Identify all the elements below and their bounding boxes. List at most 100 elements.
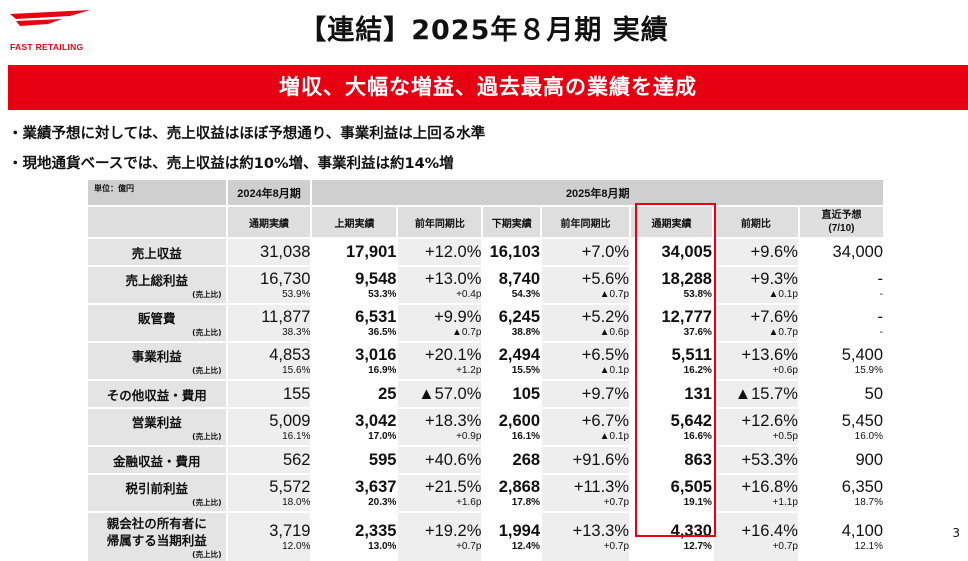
col-header: 通期実績 bbox=[629, 205, 712, 237]
cell-ratio: 53.9% bbox=[282, 289, 311, 300]
cell-value: +20.1% bbox=[424, 346, 482, 364]
ratio-label: (売上比) bbox=[192, 549, 222, 559]
table-row: 事業利益 (売上比) 4,853 15.6% 3,016 16.9% +20.1% +1.2p… bbox=[88, 341, 883, 379]
table-cell: 2,600 16.1% bbox=[481, 407, 541, 445]
cell-value: 5,400 bbox=[841, 346, 883, 364]
cell-ratio: +0.7p bbox=[603, 497, 630, 508]
table-cell: +6.5% ▲0.1p bbox=[540, 341, 630, 379]
cell-value: +18.3% bbox=[424, 412, 482, 430]
cell-ratio: 37.6% bbox=[683, 327, 712, 338]
row-label-text: 税引前利益 bbox=[125, 481, 189, 496]
ratio-label: (売上比) bbox=[192, 290, 222, 299]
cell-value: 4,330 bbox=[670, 522, 712, 540]
forecast-date: (7/10) bbox=[828, 223, 855, 234]
cell-ratio: +1.6p bbox=[456, 497, 482, 508]
cell-value: +21.5% bbox=[424, 478, 482, 496]
table-cell: 4,100 12.1% bbox=[797, 511, 883, 561]
unit-label: 単位：億円 bbox=[88, 180, 226, 205]
cell-ratio: ▲0.6p bbox=[599, 327, 630, 338]
cell-ratio: ▲0.7p bbox=[452, 327, 482, 338]
table-row: 親会社の所有者に 帰属する当期利益 (売上比) 3,719 12.0% 2,335 13.0… bbox=[88, 511, 883, 561]
table-cell: 34,000 bbox=[797, 237, 883, 265]
cell-value: 5,009 bbox=[269, 412, 311, 430]
table-row: 税引前利益 (売上比) 5,572 18.0% 3,637 20.3% +21.5% +1.6… bbox=[88, 473, 883, 511]
cell-ratio: +0.7p bbox=[772, 541, 798, 552]
table-cell: +91.6% bbox=[540, 445, 630, 473]
cell-ratio: +0.5p bbox=[772, 431, 798, 442]
cell-ratio: 16.0% bbox=[854, 431, 883, 442]
table-cell: +12.0% bbox=[396, 237, 482, 265]
table-row: 金融収益・費用 562 595 +40.6% 268 +91.6% 863 +53.3% 900 bbox=[88, 445, 883, 473]
col-header: 前年同期比 bbox=[540, 205, 630, 237]
table-cell: 2,335 13.0% bbox=[310, 511, 397, 561]
row-label-text: 売上収益 bbox=[131, 245, 182, 261]
cell-value: 6,505 bbox=[670, 478, 712, 496]
cell-ratio: 16.2% bbox=[683, 365, 712, 376]
table-cell: 5,450 16.0% bbox=[797, 407, 883, 445]
header-prev-year: 2024年8月期 bbox=[225, 180, 311, 205]
cell-value: - bbox=[877, 270, 884, 288]
cell-value: 562 bbox=[282, 451, 311, 469]
cell-value: 2,868 bbox=[498, 478, 541, 496]
ratio-label: (売上比) bbox=[192, 498, 222, 507]
table-cell: 17,901 bbox=[310, 237, 397, 265]
cell-ratio: 13.0% bbox=[368, 541, 397, 552]
cell-value: 34,005 bbox=[661, 243, 712, 261]
row-label: 金融収益・費用 bbox=[88, 445, 226, 473]
row-label-text: 金融収益・費用 bbox=[113, 453, 201, 469]
table-cell: 5,572 18.0% bbox=[225, 473, 311, 511]
cell-value: +7.6% bbox=[750, 308, 798, 326]
cell-value: 3,719 bbox=[269, 522, 311, 540]
bullet-point: ・業績予想に対しては、売上収益はほぼ予想通り、事業利益は上回る水準 bbox=[8, 126, 486, 142]
headline-banner: 増収、大幅な増益、過去最高の業績を達成 bbox=[8, 65, 968, 110]
cell-ratio: 53.3% bbox=[368, 289, 397, 300]
table-cell: +40.6% bbox=[396, 445, 482, 473]
cell-value: +12.0% bbox=[424, 243, 482, 261]
table-cell: 3,016 16.9% bbox=[310, 341, 397, 379]
cell-ratio: ▲0.7p bbox=[599, 289, 630, 300]
table-cell: 562 bbox=[225, 445, 311, 473]
cell-ratio: +0.7p bbox=[603, 541, 630, 552]
cell-value: 900 bbox=[855, 451, 883, 469]
cell-value: 155 bbox=[282, 385, 311, 403]
table-row: その他収益・費用 155 25 ▲57.0% 105 +9.7% 131 ▲15.7% 50 bbox=[88, 379, 883, 407]
cell-ratio: ▲0.1p bbox=[599, 431, 630, 442]
logo-text: FAST RETAILING bbox=[10, 42, 84, 52]
table-cell: 34,005 bbox=[629, 237, 712, 265]
cell-value: 2,600 bbox=[498, 412, 541, 430]
cell-value: ▲15.7% bbox=[734, 385, 798, 403]
header-blank bbox=[88, 205, 226, 237]
cell-value: +13.3% bbox=[572, 522, 630, 540]
cell-value: 6,245 bbox=[498, 308, 541, 326]
cell-ratio: 12.1% bbox=[854, 541, 883, 552]
cell-value: 6,350 bbox=[841, 478, 883, 496]
cell-ratio: 54.3% bbox=[511, 289, 541, 300]
cell-ratio: 17.0% bbox=[368, 431, 397, 442]
cell-value: +5.6% bbox=[581, 270, 630, 288]
cell-ratio: 53.8% bbox=[683, 289, 712, 300]
cell-value: ▲57.0% bbox=[418, 385, 482, 403]
table-cell: +7.6% ▲0.7p bbox=[711, 303, 798, 341]
header-curr-year: 2025年8月期 bbox=[310, 180, 883, 205]
table-row: 売上収益 31,038 17,901 +12.0% 16,103 +7.0% 34,005 +… bbox=[88, 237, 883, 265]
table-cell: +5.6% ▲0.7p bbox=[540, 265, 630, 303]
table-cell: +13.6% +0.6p bbox=[711, 341, 798, 379]
cell-value: 11,877 bbox=[261, 308, 311, 326]
cell-ratio: +0.6p bbox=[772, 365, 798, 376]
table-cell: +16.8% +1.1p bbox=[711, 473, 798, 511]
cell-ratio: +0.9p bbox=[456, 431, 482, 442]
cell-value: 3,016 bbox=[355, 346, 397, 364]
cell-value: 16,730 bbox=[260, 270, 311, 288]
cell-value: 2,335 bbox=[355, 522, 397, 540]
table-cell: 6,245 38.8% bbox=[481, 303, 541, 341]
cell-ratio: 20.3% bbox=[368, 497, 397, 508]
cell-value: +16.8% bbox=[741, 478, 798, 496]
cell-value: 6,531 bbox=[355, 308, 397, 326]
row-label: 事業利益 (売上比) bbox=[88, 341, 226, 379]
table-cell: 31,038 bbox=[225, 237, 311, 265]
table-cell: 863 bbox=[629, 445, 712, 473]
cell-value: 12,777 bbox=[661, 308, 712, 326]
cell-value: +7.0% bbox=[581, 243, 630, 261]
table-cell: +11.3% +0.7p bbox=[540, 473, 630, 511]
col-header: 上期実績 bbox=[310, 205, 397, 237]
